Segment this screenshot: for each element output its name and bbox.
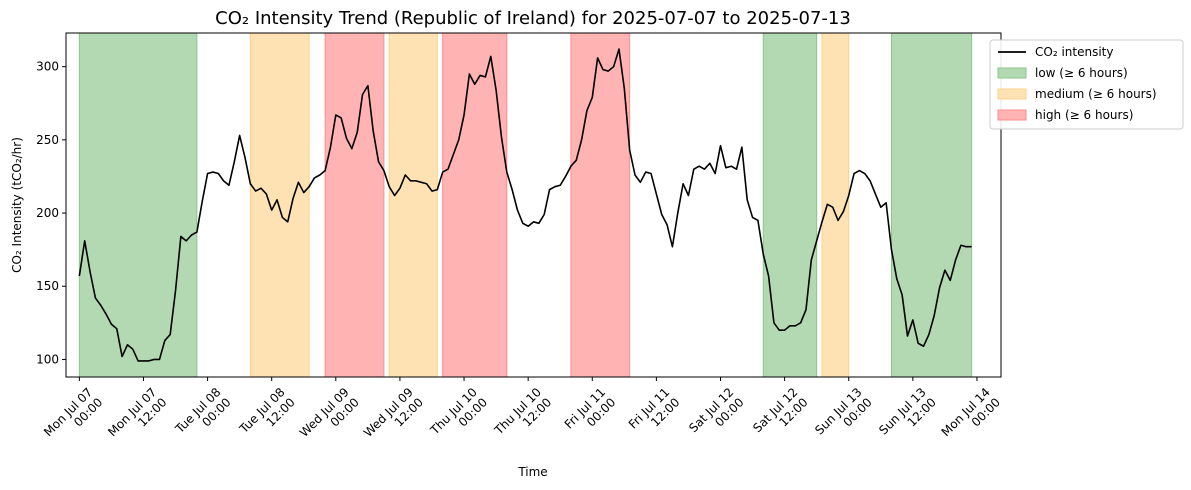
legend-swatch-1: [997, 67, 1027, 79]
chart-title: CO₂ Intensity Trend (Republic of Ireland…: [215, 8, 851, 29]
x-tick-label-8: Fri Jul 1100:00: [562, 385, 619, 442]
y-tick-label-300: 300: [36, 60, 59, 74]
x-tick-label-9: Fri Jul 1112:00: [626, 385, 683, 442]
legend-swatch-2: [997, 88, 1027, 100]
x-axis-ticks: Mon Jul 0700:00 Mon Jul 0712:00 Tue Jul 08…: [41, 377, 1003, 450]
x-tick-label-2: Tue Jul 0800:00: [172, 385, 234, 447]
x-tick-label-1: Mon Jul 0712:00: [105, 385, 169, 449]
legend-label-1: low (≥ 6 hours): [1035, 66, 1128, 80]
y-axis-label: CO₂ Intensity (tCO₂/hr): [10, 137, 24, 273]
x-tick-label-7: Thu Jul 1012:00: [491, 385, 554, 448]
band-medium-1: [249, 32, 310, 378]
x-tick-label-4: Wed Jul 0900:00: [297, 385, 362, 450]
plot-frame: [65, 32, 1002, 378]
y-axis-ticks: 100 150 200 250 300: [36, 60, 66, 366]
y-tick-label-250: 250: [36, 133, 59, 147]
band-high-2: [324, 32, 385, 378]
x-tick-label-14: Mon Jul 1400:00: [939, 385, 1003, 449]
x-tick-label-10: Sat Jul 1200:00: [686, 385, 746, 445]
x-tick-label-3: Tue Jul 0812:00: [236, 385, 298, 447]
band-medium-7: [821, 32, 850, 378]
legend-swatch-3: [997, 109, 1027, 121]
band-low-0: [78, 32, 198, 378]
x-tick-label-13: Sun Jul 1312:00: [876, 385, 939, 448]
series-group: [78, 48, 972, 362]
band-low-6: [762, 32, 818, 378]
legend-label-2: medium (≥ 6 hours): [1035, 87, 1157, 101]
x-tick-label-11: Sat Jul 1212:00: [750, 385, 810, 445]
y-tick-label-150: 150: [36, 279, 59, 293]
x-axis-label: Time: [517, 465, 547, 479]
x-tick-label-0: Mon Jul 0700:00: [41, 385, 105, 449]
y-tick-label-200: 200: [36, 206, 59, 220]
legend-label-3: high (≥ 6 hours): [1035, 108, 1133, 122]
intensity-bands: [78, 32, 973, 378]
legend: CO₂ intensity low (≥ 6 hours) medium (≥ 6 …: [989, 39, 1184, 130]
x-tick-label-12: Sun Jul 1300:00: [812, 385, 875, 448]
band-medium-3: [388, 32, 438, 378]
legend-box: [989, 39, 1184, 130]
legend-label-0: CO₂ intensity: [1035, 45, 1113, 59]
band-high-5: [570, 32, 631, 378]
x-tick-label-6: Thu Jul 1000:00: [427, 385, 490, 448]
y-tick-label-100: 100: [36, 352, 59, 366]
x-tick-label-5: Wed Jul 0912:00: [361, 385, 426, 450]
co2-intensity-line: [78, 48, 972, 362]
